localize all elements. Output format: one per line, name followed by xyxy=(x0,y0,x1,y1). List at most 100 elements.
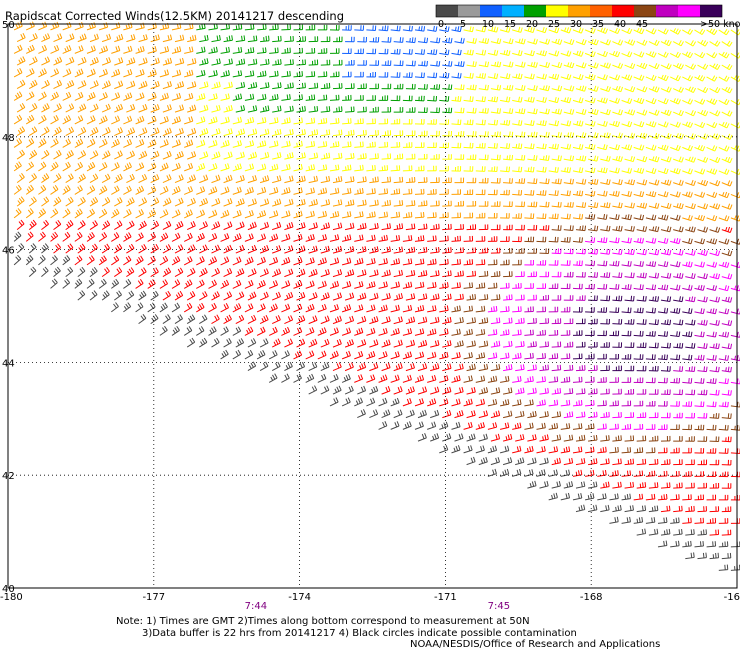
wind-barb xyxy=(381,200,391,206)
wind-barb xyxy=(645,471,654,477)
wind-barb xyxy=(499,446,509,453)
wind-barb xyxy=(49,22,59,30)
wind-barb xyxy=(51,197,61,206)
wind-barb xyxy=(27,80,37,89)
wind-barb xyxy=(232,70,242,77)
wind-barb xyxy=(612,225,622,231)
wind-barb xyxy=(536,400,546,406)
wind-barb xyxy=(183,70,193,77)
wind-barb xyxy=(417,293,427,300)
wind-barb xyxy=(73,92,83,100)
wind-barb xyxy=(575,458,585,464)
wind-barb xyxy=(381,177,390,183)
wind-barb xyxy=(515,295,524,300)
wind-barb xyxy=(321,36,330,41)
wind-barb xyxy=(394,130,403,135)
wind-barb xyxy=(707,49,717,58)
wind-barb xyxy=(60,279,70,289)
wind-barb xyxy=(625,248,635,254)
wind-barb xyxy=(648,482,657,488)
wind-barb xyxy=(588,107,598,114)
wind-barb xyxy=(15,57,25,66)
wind-barb xyxy=(698,436,707,441)
wind-barb xyxy=(356,363,366,371)
wind-barb xyxy=(731,377,740,383)
wind-barb xyxy=(194,256,204,265)
wind-barb xyxy=(210,198,220,206)
wind-barb xyxy=(527,248,536,253)
wind-barb xyxy=(209,268,219,276)
wind-barb xyxy=(109,162,119,171)
wind-barb xyxy=(223,59,233,66)
wind-barb xyxy=(609,96,619,104)
wind-barb xyxy=(624,459,633,465)
wind-barb xyxy=(673,225,683,232)
wind-barb xyxy=(354,25,363,30)
wind-barb xyxy=(564,248,573,254)
wind-barb xyxy=(465,434,475,441)
wind-barb xyxy=(548,377,557,383)
wind-barb xyxy=(256,117,266,124)
wind-barb xyxy=(35,209,45,218)
wind-barb xyxy=(136,244,146,253)
wind-barb xyxy=(133,256,143,265)
wind-barb xyxy=(377,328,387,335)
wind-barb xyxy=(463,213,472,218)
wind-barb xyxy=(207,210,217,218)
wind-barb xyxy=(368,293,378,300)
wind-barb xyxy=(97,209,107,218)
wind-barb xyxy=(585,354,594,359)
wind-barb xyxy=(731,284,740,291)
wind-barb xyxy=(524,119,534,126)
wind-barb xyxy=(75,197,85,206)
wind-barb xyxy=(281,48,290,54)
wind-barb xyxy=(490,364,500,371)
wind-barb xyxy=(722,248,732,255)
wind-barb xyxy=(60,162,70,171)
wind-barb xyxy=(369,153,378,159)
wind-barb xyxy=(442,247,451,253)
wind-barb xyxy=(670,424,679,429)
wind-barb xyxy=(646,190,656,197)
wind-barb xyxy=(490,294,499,300)
wind-barb xyxy=(719,330,729,337)
wind-barb xyxy=(88,127,98,135)
wind-barb xyxy=(392,386,402,394)
wind-barb xyxy=(455,131,464,137)
wind-barb xyxy=(722,178,732,186)
wind-barb xyxy=(731,73,740,82)
latitude-label: 50 xyxy=(2,20,15,31)
wind-barb xyxy=(259,106,269,113)
wind-barb xyxy=(158,93,168,101)
wind-barb xyxy=(417,224,426,230)
wind-barb xyxy=(415,72,424,78)
wind-barb xyxy=(345,60,354,65)
wind-barb xyxy=(381,223,391,229)
wind-barb xyxy=(540,131,550,138)
wind-barb xyxy=(357,176,367,182)
wind-barb xyxy=(414,305,424,312)
wind-barb xyxy=(549,213,558,219)
wind-barb xyxy=(257,47,267,53)
wind-barb xyxy=(646,260,656,267)
wind-barb xyxy=(467,37,477,44)
wind-barb xyxy=(503,178,512,184)
wind-barb xyxy=(379,48,388,54)
wind-barb xyxy=(549,283,558,288)
wind-barb xyxy=(537,213,546,219)
wind-barb xyxy=(293,71,302,77)
wind-barb xyxy=(36,22,46,30)
wind-barb xyxy=(39,57,49,65)
wind-barb xyxy=(465,410,475,417)
wind-barb xyxy=(466,271,475,277)
wind-barb xyxy=(512,166,521,172)
wind-barb xyxy=(515,60,525,67)
wind-barb xyxy=(539,295,548,300)
wind-barb xyxy=(722,272,732,279)
wind-barb xyxy=(552,84,562,91)
wind-barb xyxy=(612,248,622,254)
wind-barb xyxy=(307,222,317,229)
wind-barb xyxy=(475,283,484,289)
wind-barb xyxy=(134,139,144,147)
wind-barb xyxy=(283,129,293,136)
